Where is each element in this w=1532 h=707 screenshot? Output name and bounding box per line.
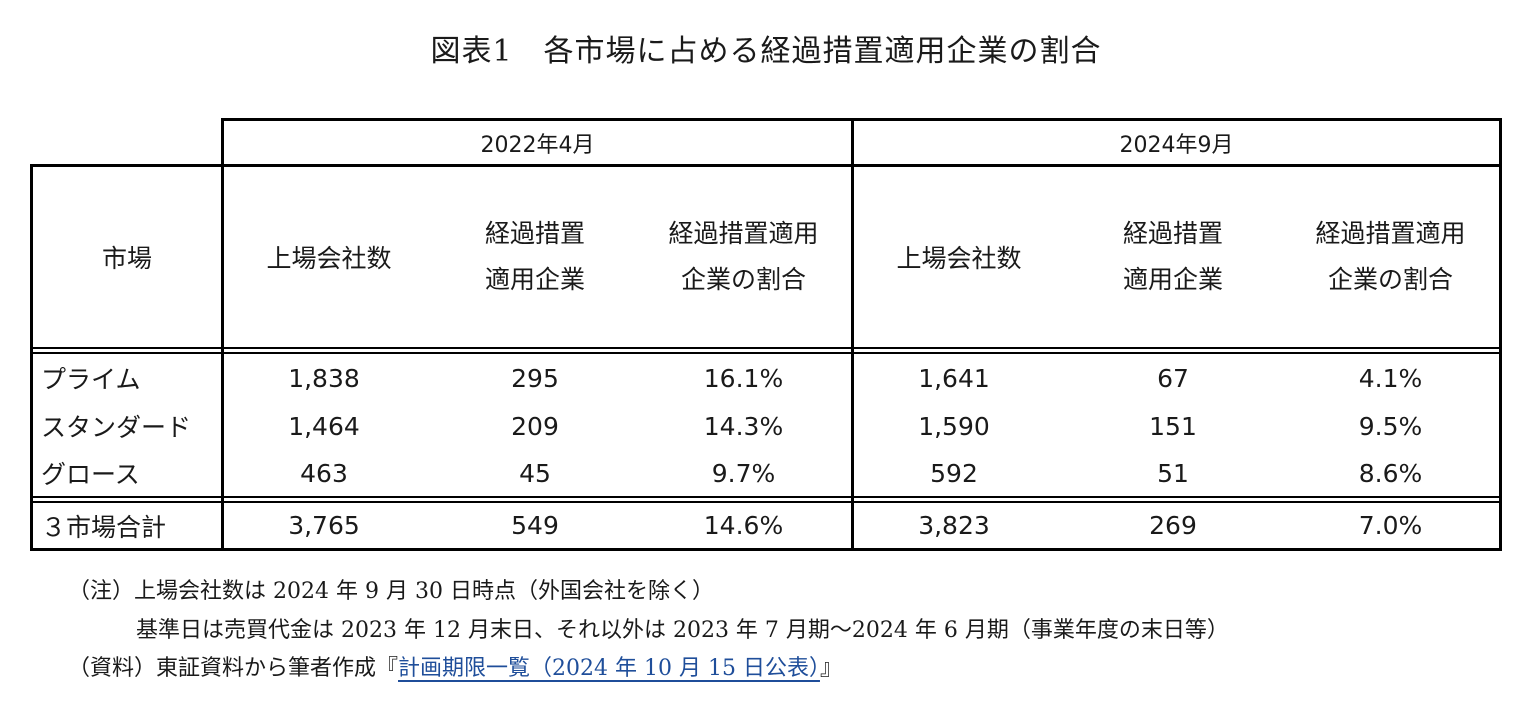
header-line: 適用企業 [1122,265,1223,294]
table-cell: 16.1% [703,363,784,393]
table-right-border [1499,118,1502,551]
header-line: 企業の割合 [680,265,806,294]
table-cell: 592 [930,458,978,488]
total-top-double-line-1 [30,496,1502,498]
table-cell: 9.7% [711,458,776,488]
header-bottom-double-line-2 [30,352,1502,354]
figure-title: 図表1 各市場に占める経過措置適用企業の割合 [430,34,1102,69]
note-line-1: （注）上場会社数は 2024 年 9 月 30 日時点（外国会社を除く） [68,579,714,604]
row-market-prime: プライム [41,365,141,394]
table-cell: 269 [1149,511,1197,540]
row-market-growth: グロース [41,460,140,489]
header-line: 経過措置適用 [668,219,819,248]
table-cell: 295 [511,363,559,393]
table-cell: 1,590 [918,411,990,441]
header-listed-companies-2024: 上場会社数 [896,244,1022,273]
source-suffix: 』 [819,656,842,681]
table-cell: 1,641 [918,363,990,393]
table-cell: 14.3% [703,411,784,441]
note-line-2: 基準日は売買代金は 2023 年 12 月末日、それ以外は 2023 年 7 月… [136,618,1229,643]
table-cell: 463 [300,458,348,488]
period-header-2024: 2024年9月 [1119,132,1234,158]
header-transition-companies-2022: 経過措置 適用企業 [434,167,636,347]
source-prefix: （資料）東証資料から筆者作成『 [68,656,399,681]
header-transition-ratio-2022: 経過措置適用 企業の割合 [636,167,851,347]
total-top-double-line-2 [30,501,1502,503]
table-cell: 14.6% [703,511,784,540]
table-cell: 3,823 [918,511,990,540]
table-cell: 51 [1157,458,1189,488]
table-cell: 151 [1149,411,1197,441]
row-market-total: ３市場合計 [41,512,167,542]
table-cell: 67 [1157,363,1189,393]
period-header-2022: 2022年4月 [480,132,595,158]
period-divider [851,118,854,551]
period-header-divider [30,164,1502,167]
table-cell: 8.6% [1358,458,1423,488]
market-column-divider [221,118,224,551]
table-cell: 7.0% [1358,511,1423,540]
header-bottom-double-line-1 [30,347,1502,349]
table-top-border [222,118,1502,121]
table-cell: 549 [511,511,559,540]
header-line: 経過措置 [1122,219,1223,248]
table-left-border [30,164,33,551]
header-line: 企業の割合 [1327,265,1453,294]
table-cell: 45 [519,458,551,488]
source-link[interactable]: 計画期限一覧（2024 年 10 月 15 日公表） [398,656,820,681]
header-transition-ratio-2024: 経過措置適用 企業の割合 [1282,167,1499,347]
header-line: 経過措置 [484,219,585,248]
table-cell: 4.1% [1358,363,1423,393]
row-market-standard: スタンダード [41,413,192,442]
table-cell: 209 [511,411,559,441]
header-listed-companies-2022: 上場会社数 [266,244,392,273]
table-cell: 3,765 [288,511,360,540]
table-bottom-border [30,548,1502,551]
header-line: 適用企業 [484,265,585,294]
source-line: （資料）東証資料から筆者作成『計画期限一覧（2024 年 10 月 15 日公表… [68,650,842,682]
table-cell: 1,838 [288,363,360,393]
header-transition-companies-2024: 経過措置 適用企業 [1064,167,1282,347]
header-line: 経過措置適用 [1315,219,1466,248]
table-cell: 1,464 [288,411,360,441]
market-column-header: 市場 [101,244,152,273]
table-cell: 9.5% [1358,411,1423,441]
